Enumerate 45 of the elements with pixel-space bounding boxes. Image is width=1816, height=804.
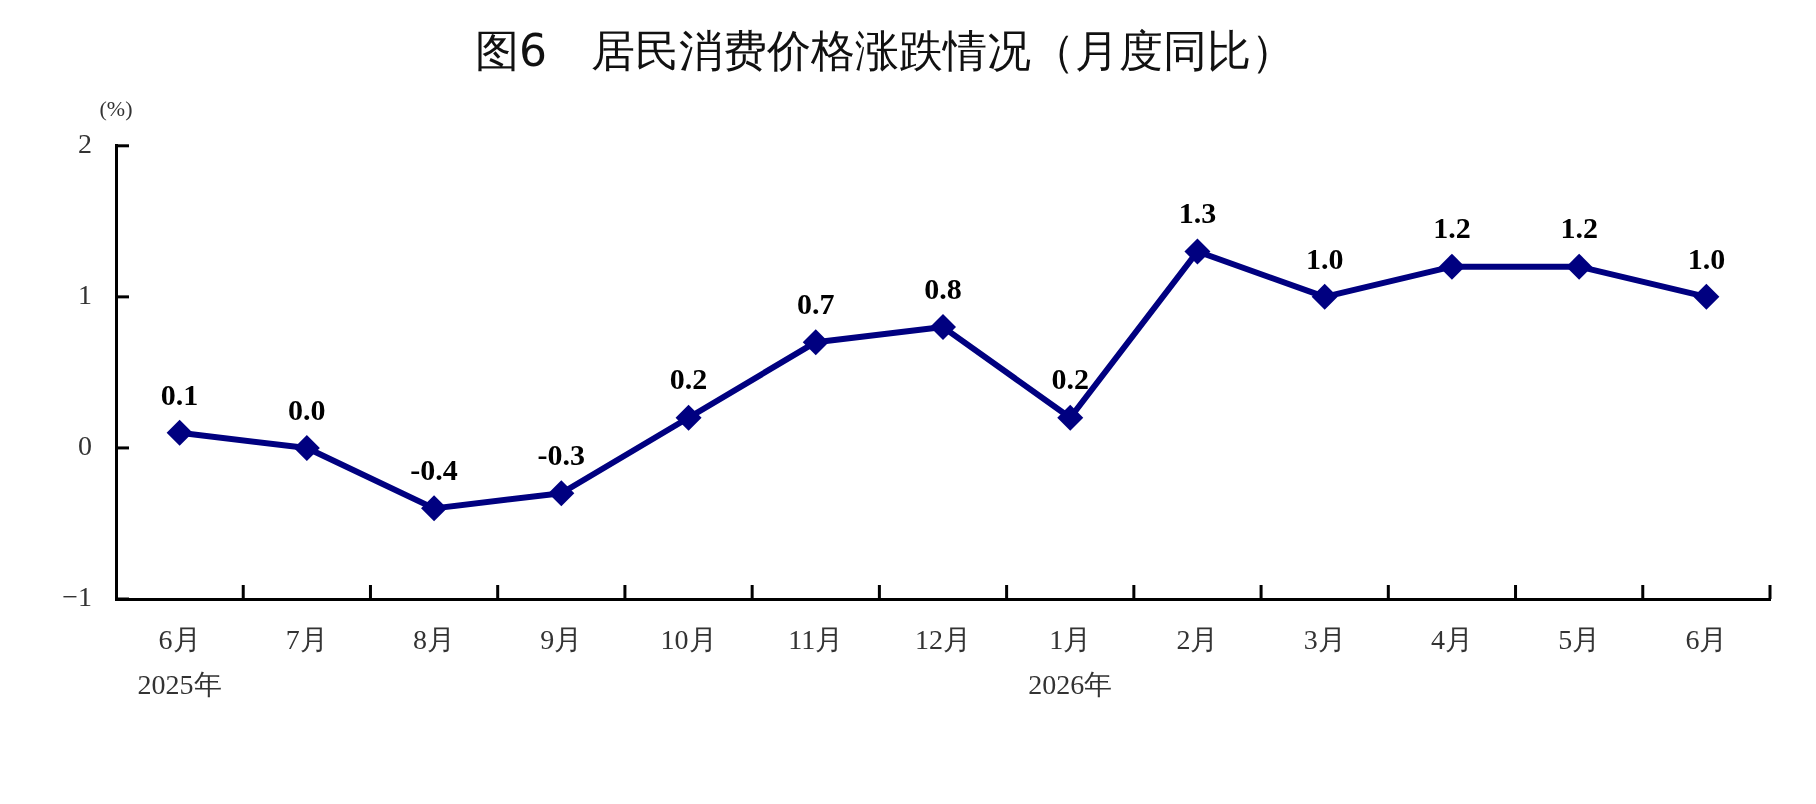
data-label: 0.2 (1051, 362, 1089, 396)
data-label: 0.2 (669, 362, 708, 396)
y-tick-label: 2 (78, 128, 92, 160)
point (1184, 238, 1211, 265)
x-tick-label: 5月 (1558, 623, 1601, 655)
data-label: -0.3 (537, 438, 586, 471)
x-tick-label: 10月 (660, 623, 717, 655)
x-tick-label: 7月 (285, 623, 328, 655)
data-label: 1.0 (1305, 241, 1344, 275)
point (675, 404, 702, 431)
point (1311, 283, 1338, 310)
x-tick-label: 2月 (1176, 623, 1219, 655)
point (1566, 253, 1593, 280)
x-tick-label: 3月 (1303, 623, 1346, 655)
point (930, 314, 956, 341)
data-label: 0.1 (160, 377, 199, 411)
point (1693, 283, 1720, 310)
point (802, 329, 829, 356)
data-label: 1.2 (1560, 211, 1598, 245)
y-tick-label: −1 (62, 581, 92, 613)
x-tick-label: 4月 (1430, 623, 1473, 655)
y-axis-title: (%) (99, 95, 133, 121)
data-label: 0.7 (797, 286, 835, 320)
data-label: 0.0 (288, 392, 326, 426)
point (548, 480, 575, 507)
data-label: 1.3 (1178, 196, 1217, 230)
x-tick-label: 6月 (1685, 623, 1728, 655)
data-label: -0.4 (410, 453, 458, 487)
data-label: 0.8 (924, 271, 962, 305)
point (1438, 253, 1465, 280)
x-tick-label: 12月 (915, 623, 971, 655)
data-label: 1.0 (1687, 241, 1726, 275)
x-tick-label: 11月 (788, 623, 844, 655)
x-tick-label: 8月 (413, 623, 456, 655)
chart-title: 图6 居民消费价格涨跌情况（月度同比） (475, 24, 1295, 76)
point (421, 495, 448, 522)
point (166, 419, 193, 446)
point (293, 434, 320, 461)
data-label: 1.2 (1433, 211, 1471, 245)
x-tick-label: 1月 2026年 (1028, 623, 1113, 700)
x-tick-label: 9月 (540, 623, 583, 655)
point (1057, 404, 1084, 431)
y-tick-label: 0 (78, 430, 92, 462)
x-tick-label: 6月 2025年 (137, 623, 222, 700)
y-tick-label: 1 (78, 279, 92, 311)
